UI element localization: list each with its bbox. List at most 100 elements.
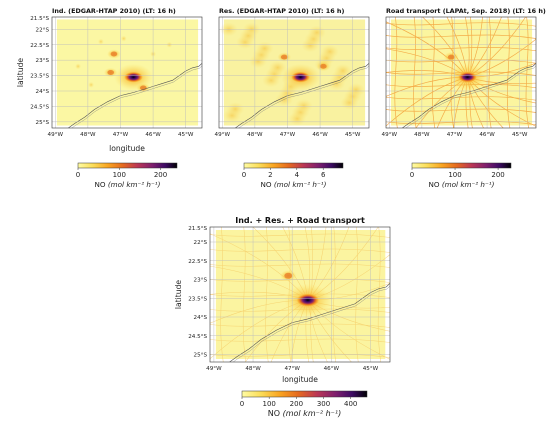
x-tick-label: 47°W [447,132,463,138]
y-tick-label: 23°S [194,278,208,284]
colorbar-gradient [77,162,178,169]
colorbar-quantity: NO [429,180,442,189]
x-tick-label: 47°W [280,132,296,138]
x-tick-label: 46°W [145,132,161,138]
road-line [386,22,536,27]
x-tick-label: 49°W [48,132,64,138]
x-tick-label: 47°W [113,132,129,138]
industrial-source [88,81,95,88]
colorbar-tick-label: 400 [344,400,357,408]
residential-patch [268,60,287,75]
colorbar-quantity: NO [95,180,108,189]
panel-3: Road transport (LAPAt, Sep. 2018) (LT: 1… [382,7,546,189]
road-line [265,227,269,362]
colorbar-unit: (mol km⁻² h⁻¹) [442,180,495,189]
gridlines [210,227,390,362]
colorbar-label: NO (mol km⁻² h⁻¹) [268,409,341,418]
x-tick-label: 46°W [312,132,328,138]
road-line [386,34,536,39]
y-tick-label: 22.5°S [188,259,207,265]
road-line [332,227,337,362]
colorbar-tick-label: 100 [262,400,275,408]
colorbar-gradient [241,390,368,398]
x-tick-label: 48°W [245,366,261,372]
panel-4: Ind. + Res. + Road transport 49°W 48°W 47°W… [174,216,391,418]
y-tick-label: 21.5°S [188,226,207,232]
emission-hotspot [284,272,293,279]
road-line [220,227,224,362]
colorbar-tick-label: 0 [410,171,414,179]
x-tick-label: 47°W [284,366,300,372]
colorbar-tick-label: 100 [448,171,461,179]
colorbar-unit: (mol km⁻² h⁻¹) [283,409,342,418]
gridlines [52,17,202,128]
colorbar: 0 100 200 NO (mol km⁻² h⁻¹) [410,162,512,189]
y-tick-label: 23.5°S [188,296,207,302]
y-tick-label: 24.5°S [30,104,49,110]
panel-2: Res. (EDGAR-HTAP 2010) (LT: 16 h) 49°W 48°… [215,7,370,189]
emission-hotspot [290,71,311,83]
x-tick-label: 48°W [414,132,430,138]
colorbar-tick-label: 0 [76,171,80,179]
y-tick-label: 23°S [36,58,50,64]
colorbar-tick-label: 6 [321,171,326,179]
road-line [210,263,390,268]
coastline-island [71,65,202,128]
y-tick-label: 22°S [194,240,208,246]
gridlines [219,17,369,128]
colorbar-gradient [243,162,344,169]
emission-hotspot [296,293,320,307]
emission-hotspot [123,71,144,83]
coastline [235,63,369,128]
map-area [219,17,369,128]
x-tick-label: 45°W [512,132,528,138]
colorbar-tick-label: 100 [113,171,126,179]
y-tick-label: 24°S [36,89,50,95]
emission-hotspot [320,63,327,69]
y-tick-label: 22°S [36,27,50,33]
residential-patch [333,63,352,78]
colorbar-tick-label: 2 [268,171,272,179]
residential-patch [320,44,339,59]
panel-title: Road transport (LAPAt, Sep. 2018) (LT: 1… [386,7,546,15]
map-area [210,227,390,362]
road-line [377,227,382,362]
colorbar-tick-label: 200 [154,171,167,179]
colorbar-tick-label: 200 [491,171,504,179]
colorbar-label: NO (mol km⁻² h⁻¹) [261,180,327,189]
residential-patch [226,102,245,117]
x-axis-label: longitude [109,144,145,153]
road-line [355,227,359,362]
colorbar-tick-label: 300 [317,400,330,408]
residential-patch [294,98,313,113]
coastline [68,63,202,128]
colorbar-gradient [411,162,512,169]
industrial-source [97,38,104,45]
emission-hotspot [457,71,478,83]
x-tick-label: 49°W [206,366,222,372]
industrial-source [75,63,82,70]
panel-frame [385,16,537,129]
colorbar-tick-label: 200 [290,400,303,408]
panel-frame [51,16,203,129]
y-tick-label: 25°S [36,120,50,126]
gridlines [386,17,536,128]
map-area [52,17,202,128]
residential-patch [255,41,274,56]
y-tick-label: 23.5°S [30,74,49,80]
y-tick-label: 25°S [194,353,208,359]
colorbar: 0 2 4 6NO (mol km⁻² h⁻¹) [242,162,344,189]
colorbar-quantity: NO [268,409,283,418]
road-line [386,108,536,113]
x-axis-label: longitude [282,375,318,384]
colorbar-quantity: NO [261,180,274,189]
x-tick-label: 46°W [324,366,340,372]
y-tick-label: 24.5°S [188,334,207,340]
map-area [386,17,536,128]
panel-1: Ind. (EDGAR-HTAP 2010) (LT: 16 h) 49°W 48°… [16,7,203,189]
residential-patch [346,82,365,97]
road-line [242,227,247,362]
